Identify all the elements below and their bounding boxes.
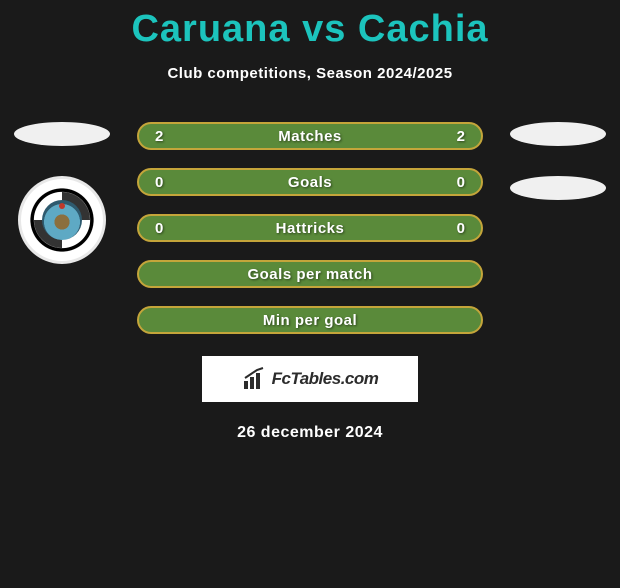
stat-row: 0 Goals 0 bbox=[137, 168, 483, 196]
stat-rows: 2 Matches 2 0 Goals 0 0 Hattricks 0 Goals per mat… bbox=[137, 122, 483, 334]
stat-value-right: 0 bbox=[457, 174, 465, 191]
stat-label: Goals bbox=[288, 174, 332, 191]
stat-value-right: 2 bbox=[457, 128, 465, 145]
stat-value-left: 0 bbox=[155, 220, 163, 237]
stat-row: 0 Hattricks 0 bbox=[137, 214, 483, 242]
brand-box: FcTables.com bbox=[202, 356, 418, 402]
date-label: 26 december 2024 bbox=[0, 424, 620, 442]
stat-value-left: 2 bbox=[155, 128, 163, 145]
stat-label: Hattricks bbox=[276, 220, 345, 237]
stat-label: Matches bbox=[278, 128, 342, 145]
right-column bbox=[508, 122, 608, 200]
subtitle: Club competitions, Season 2024/2025 bbox=[0, 65, 620, 82]
peacock-icon bbox=[42, 200, 82, 240]
stat-value-left: 0 bbox=[155, 174, 163, 191]
stat-label: Goals per match bbox=[247, 266, 372, 283]
brand-text: FcTables.com bbox=[272, 369, 379, 389]
chart-icon bbox=[242, 367, 266, 391]
page-title: Caruana vs Cachia bbox=[0, 8, 620, 51]
team-badge-left bbox=[18, 176, 106, 264]
player-ellipse-right-1 bbox=[510, 122, 606, 146]
player-ellipse-left bbox=[14, 122, 110, 146]
badge-inner bbox=[34, 192, 90, 248]
stat-row: Min per goal bbox=[137, 306, 483, 334]
left-column bbox=[12, 122, 112, 264]
player-ellipse-right-2 bbox=[510, 176, 606, 200]
stat-label: Min per goal bbox=[263, 312, 357, 329]
stat-row: 2 Matches 2 bbox=[137, 122, 483, 150]
stat-value-right: 0 bbox=[457, 220, 465, 237]
content-area: 2 Matches 2 0 Goals 0 0 Hattricks 0 Goals per mat… bbox=[0, 122, 620, 442]
stat-row: Goals per match bbox=[137, 260, 483, 288]
